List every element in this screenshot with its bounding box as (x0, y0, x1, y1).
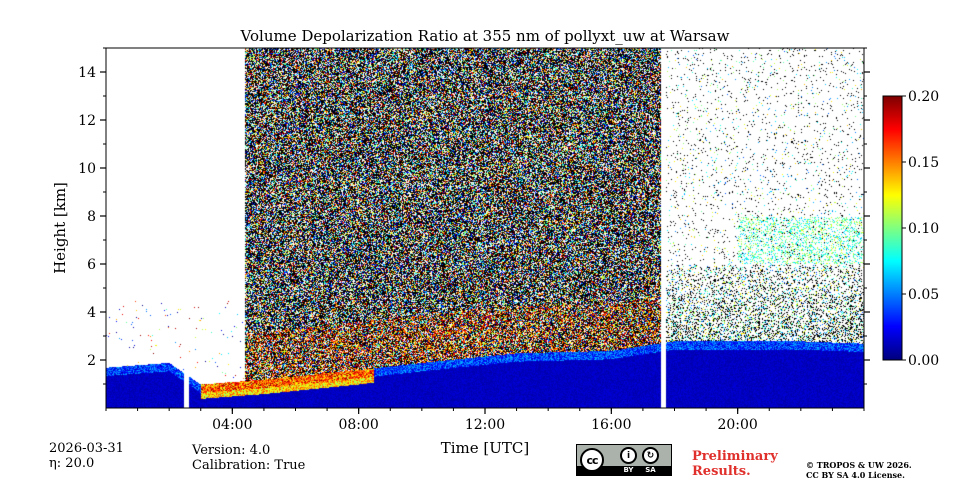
x-tick-label: 20:00 (717, 417, 757, 433)
cc-sa-icon: ↻ (642, 447, 659, 464)
chart-title: Volume Depolarization Ratio at 355 nm of… (240, 27, 730, 45)
cc-by-icon: i (620, 447, 637, 464)
version-text: Version: 4.0 (192, 443, 271, 458)
preliminary-note: Preliminary Results. (692, 449, 778, 479)
date-text: 2026-03-31 (49, 441, 124, 456)
x-axis: 04:00 08:00 12:00 16:00 20:00 (105, 408, 865, 433)
y-axis-label: Height [km] (51, 182, 69, 274)
plot-area (105, 47, 865, 409)
y-tick-label: 4 (87, 305, 96, 321)
preliminary-text: Preliminary (692, 449, 778, 464)
y-tick-label: 12 (78, 113, 96, 129)
date-info: 2026-03-31 η: 20.0 (49, 441, 124, 471)
cc-icon: cc (580, 448, 604, 472)
calibration-text: Calibration: True (192, 458, 306, 473)
results-text: Results. (692, 464, 751, 479)
license-text: CC BY SA 4.0 License. (806, 470, 905, 480)
colorbar-gradient (883, 96, 902, 360)
colorbar-tick-label: 0.10 (908, 221, 939, 237)
y-tick-label: 2 (87, 353, 96, 369)
colorbar: 0.00 0.05 0.10 0.15 0.20 (882, 89, 939, 369)
x-tick-label: 16:00 (591, 417, 631, 433)
y-tick-label: 6 (87, 257, 96, 273)
x-tick-label: 04:00 (212, 417, 252, 433)
version-info: Version: 4.0 Calibration: True (192, 443, 305, 473)
y-tick-label: 8 (87, 209, 96, 225)
cc-license-badge[interactable]: cc i ↻ BY SA (576, 444, 672, 476)
colorbar-tick-label: 0.15 (908, 155, 939, 171)
x-axis-label: Time [UTC] (441, 439, 530, 457)
colorbar-tick-label: 0.05 (908, 287, 939, 303)
copyright-note: © TROPOS & UW 2026. CC BY SA 4.0 License… (806, 460, 912, 480)
y-tick-label: 10 (78, 161, 96, 177)
x-tick-label: 08:00 (338, 417, 378, 433)
y-tick-label: 14 (78, 65, 96, 81)
x-tick-label: 12:00 (465, 417, 505, 433)
heatmap-image (106, 48, 864, 408)
colorbar-tick-label: 0.20 (908, 89, 939, 105)
cc-by-label: BY (623, 466, 634, 474)
cc-strip (577, 466, 671, 475)
eta-text: η: 20.0 (49, 456, 95, 471)
colorbar-tick-label: 0.00 (908, 353, 939, 369)
y-axis: 2 4 6 8 10 12 14 (78, 47, 870, 385)
cc-sa-label: SA (645, 466, 656, 474)
copyright-text: © TROPOS & UW 2026. (806, 460, 912, 470)
